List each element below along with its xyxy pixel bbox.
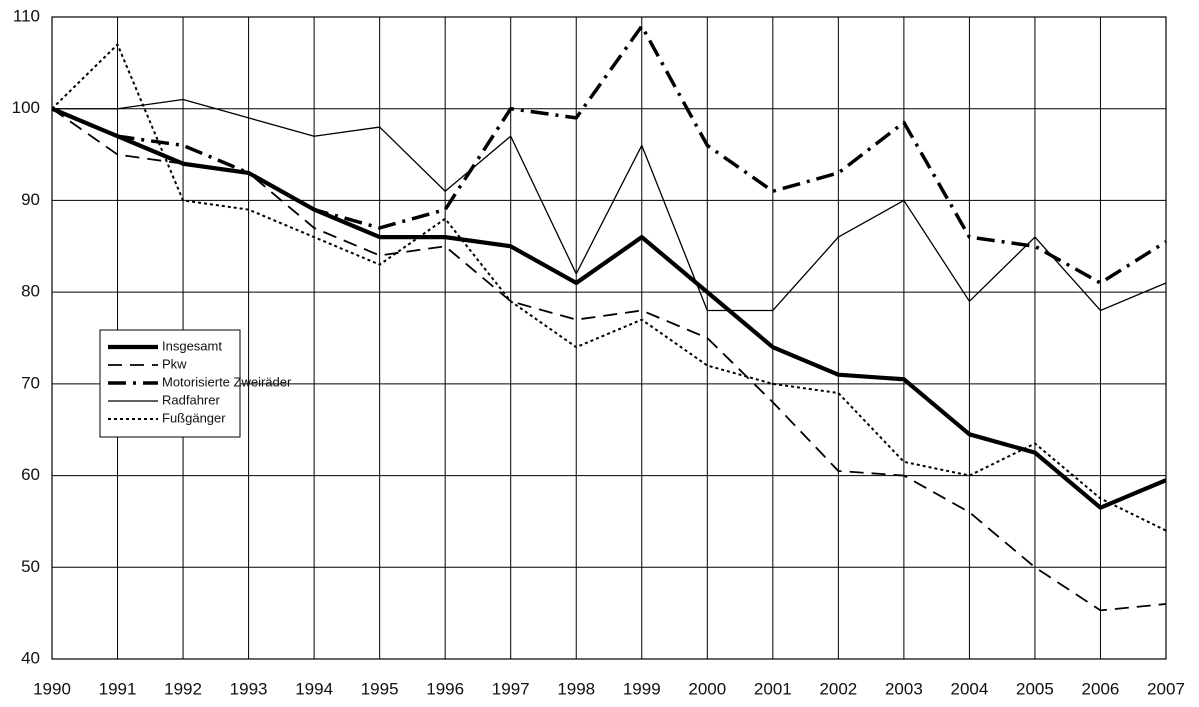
x-tick-label: 2003 xyxy=(885,679,923,698)
series-line xyxy=(51,107,1167,612)
x-tick-label: 2004 xyxy=(950,679,988,698)
x-tick-label: 2006 xyxy=(1082,679,1120,698)
y-tick-label: 70 xyxy=(21,373,40,392)
x-tick-label: 1998 xyxy=(557,679,595,698)
legend-label: Fußgänger xyxy=(162,410,226,425)
y-tick-label: 110 xyxy=(13,6,40,25)
x-tick-label: 2001 xyxy=(754,679,792,698)
x-tick-label: 2007 xyxy=(1147,679,1185,698)
x-tick-label: 1999 xyxy=(623,679,661,698)
x-tick-label: 1991 xyxy=(99,679,137,698)
y-tick-label: 40 xyxy=(21,648,40,667)
legend-label: Insgesamt xyxy=(162,338,222,353)
x-tick-label: 2002 xyxy=(819,679,857,698)
legend-label: Pkw xyxy=(162,356,187,371)
x-tick-label: 1995 xyxy=(361,679,399,698)
legend-label: Radfahrer xyxy=(162,392,220,407)
series-line xyxy=(51,24,1167,285)
x-tick-label: 1996 xyxy=(426,679,464,698)
x-tick-label: 2005 xyxy=(1016,679,1054,698)
x-tick-label: 1993 xyxy=(230,679,268,698)
series-line xyxy=(52,98,1167,312)
x-tick-label: 1997 xyxy=(492,679,530,698)
x-tick-label: 1994 xyxy=(295,679,333,698)
y-tick-label: 50 xyxy=(21,557,40,576)
x-tick-label: 2000 xyxy=(688,679,726,698)
series-line xyxy=(51,43,1167,532)
y-tick-label: 60 xyxy=(21,465,40,484)
y-tick-label: 100 xyxy=(12,98,40,117)
y-tick-label: 90 xyxy=(21,190,40,209)
y-tick-label: 80 xyxy=(21,282,40,301)
legend-label: Motorisierte Zweiräder xyxy=(162,374,292,389)
x-tick-label: 1992 xyxy=(164,679,202,698)
x-tick-label: 1990 xyxy=(33,679,71,698)
